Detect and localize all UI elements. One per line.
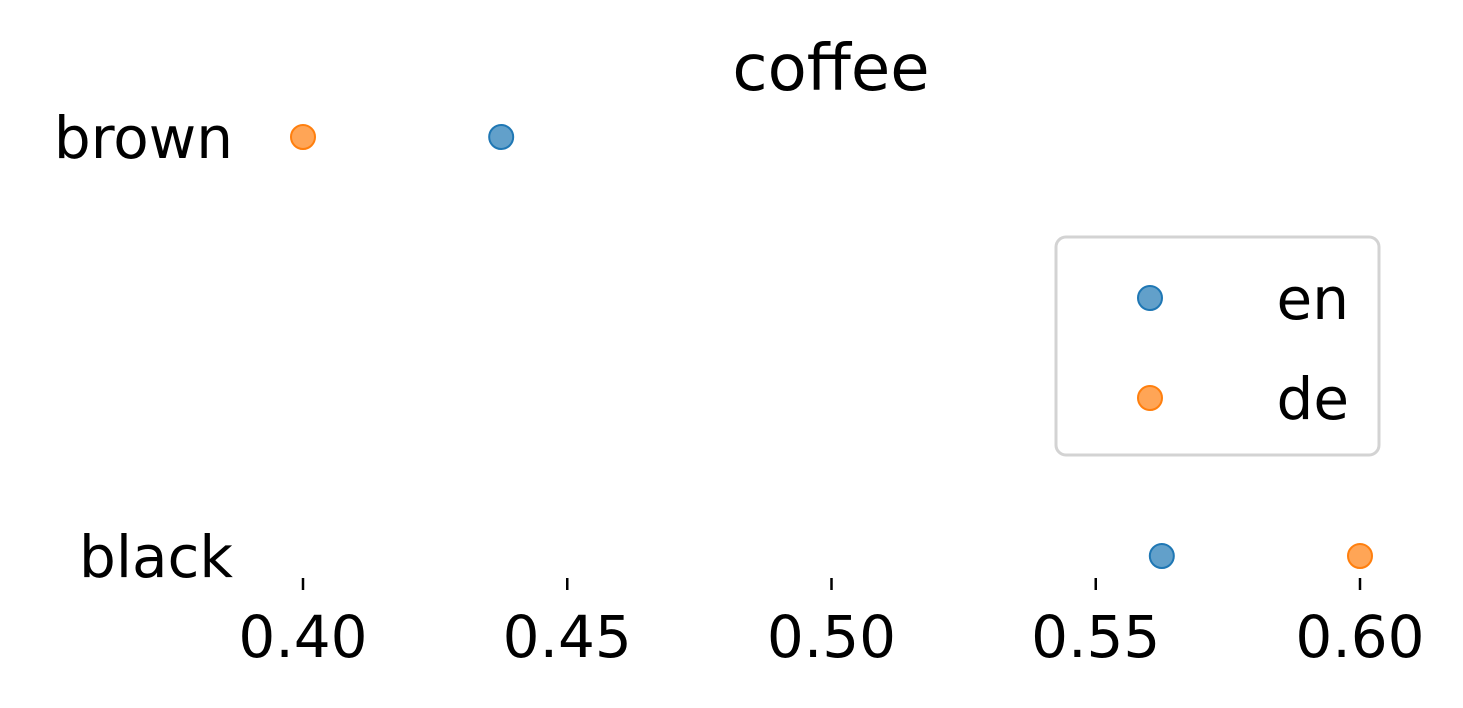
- point-en-brown: [488, 124, 515, 150]
- x-axis-ticks: 0.40 0.45 0.50 0.55 0.60: [238, 578, 1425, 671]
- legend-label-de: de: [1277, 365, 1350, 433]
- chart-title: coffee: [732, 32, 929, 106]
- category-label-black: black: [79, 523, 233, 591]
- point-de-black: [1347, 543, 1373, 569]
- point-de-brown: [290, 124, 316, 150]
- x-tick-label: 0.60: [1295, 603, 1424, 671]
- x-tick-label: 0.50: [767, 603, 896, 671]
- legend-marker-de: [1137, 385, 1163, 411]
- x-tick-label: 0.55: [1031, 603, 1160, 671]
- data-points: [290, 124, 1373, 569]
- legend: en de: [1054, 235, 1381, 457]
- x-tick-label: 0.40: [238, 603, 367, 671]
- category-labels: brown black: [54, 104, 233, 591]
- legend-marker-en: [1137, 285, 1163, 311]
- legend-frame: [1054, 235, 1381, 457]
- legend-label-en: en: [1277, 265, 1349, 333]
- category-label-brown: brown: [54, 104, 233, 172]
- legend-items: en de: [1137, 265, 1350, 433]
- point-en-black: [1148, 543, 1175, 569]
- x-tick-label: 0.45: [503, 603, 632, 671]
